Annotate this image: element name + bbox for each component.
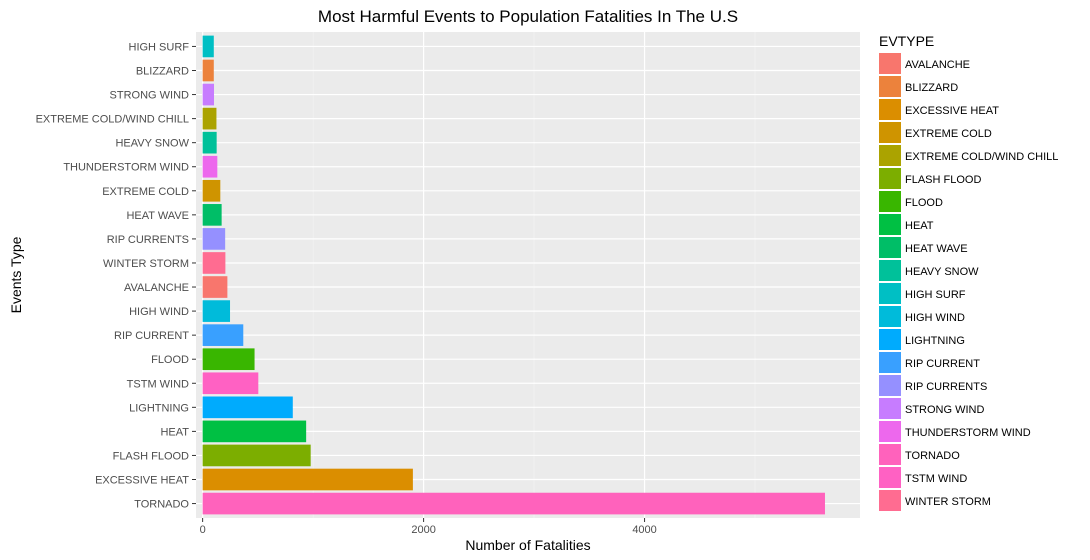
x-tick-label: 0 [200,524,206,536]
x-ticks: 0 2000 4000 [200,518,657,536]
legend-key [879,306,901,327]
bar-high-wind [202,300,231,322]
y-tick-labels: HIGH SURF BLIZZARD STRONG WIND EXTREME COLD… [36,41,196,511]
bar-extreme-cold [202,179,221,202]
legend-key [879,191,901,212]
y-tick-label: WINTER STORM [103,258,189,270]
y-tick-label: TORNADO [134,499,189,511]
chart-title: Most Harmful Events to Population Fatali… [318,7,738,26]
bar-flash-flood [202,444,311,467]
y-tick-label: FLOOD [151,354,189,366]
legend: AVALANCHE BLIZZARD EXCESSIVE HEAT EXTREME C… [879,53,1058,511]
y-tick-label: FLASH FLOOD [113,450,189,462]
legend-label: RIP CURRENT [905,358,980,370]
legend-label: LIGHTNING [905,335,965,347]
bar-lightning [202,396,293,419]
legend-label: FLOOD [905,197,943,209]
bar-blizzard [202,59,214,82]
bar-tornado [202,492,825,515]
y-tick-label: EXTREME COLD/WIND CHILL [36,114,189,126]
bar-heat-wave [202,204,222,226]
legend-key [879,352,901,373]
y-tick-label: TSTM WIND [127,378,189,390]
y-tick-label: THUNDERSTORM WIND [63,162,189,174]
legend-label: FLASH FLOOD [905,174,981,186]
bar-excessive-heat [202,468,413,491]
bar-heavy-snow [202,131,217,154]
bar-flood [202,348,255,371]
y-tick-label: RIP CURRENTS [107,234,189,246]
legend-label: AVALANCHE [905,59,970,71]
y-tick-label: HEAT [160,426,189,438]
y-tick-label: STRONG WIND [110,90,189,102]
legend-key [879,76,901,97]
y-tick-label: HEAVY SNOW [115,138,189,150]
y-tick-label: HIGH SURF [129,41,190,53]
legend-key [879,444,901,465]
legend-label: HIGH SURF [905,289,966,301]
bar-rip-current [202,324,244,346]
bar-tstm-wind [202,372,259,395]
legend-label: HIGH WIND [905,312,965,324]
y-tick-label: EXTREME COLD [102,186,189,198]
legend-label: STRONG WIND [905,404,984,416]
bar-avalanche [202,276,228,298]
legend-label: HEAVY SNOW [905,266,979,278]
bar-thunderstorm-wind [202,155,218,178]
legend-key [879,421,901,442]
legend-key [879,260,901,281]
legend-label: THUNDERSTORM WIND [905,427,1031,439]
legend-key [879,398,901,419]
legend-label: TORNADO [905,450,960,462]
bar-extreme-cold-wind-chill [202,107,217,130]
legend-key [879,490,901,511]
legend-label: EXTREME COLD/WIND CHILL [905,151,1058,163]
legend-label: HEAT [905,220,934,232]
y-axis-label: Events Type [8,236,24,313]
y-tick-label: HIGH WIND [129,306,189,318]
bar-high-surf [202,35,214,58]
legend-key [879,122,901,143]
legend-key [879,375,901,396]
y-tick-label: EXCESSIVE HEAT [95,475,189,487]
bar-heat [202,420,307,443]
legend-key [879,214,901,235]
legend-key [879,467,901,488]
legend-label: RIP CURRENTS [905,381,987,393]
bar-strong-wind [202,83,215,106]
bar-rip-currents [202,228,226,250]
legend-key [879,168,901,189]
y-tick-label: RIP CURRENT [114,330,189,342]
bar-winter-storm [202,252,226,274]
plot-panel [196,32,860,518]
legend-title: EVTYPE [879,33,934,49]
y-tick-label: LIGHTNING [129,402,189,414]
legend-key [879,329,901,350]
legend-key [879,99,901,120]
legend-key [879,237,901,258]
x-tick-label: 4000 [632,524,656,536]
legend-key [879,53,901,74]
legend-label: WINTER STORM [905,496,991,508]
legend-label: BLIZZARD [905,82,958,94]
legend-label: EXTREME COLD [905,128,992,140]
legend-key [879,283,901,304]
x-tick-label: 2000 [411,524,435,536]
legend-label: TSTM WIND [905,473,967,485]
y-tick-label: BLIZZARD [136,65,189,77]
legend-label: HEAT WAVE [905,243,968,255]
legend-key [879,145,901,166]
y-tick-label: AVALANCHE [124,282,189,294]
x-axis-label: Number of Fatalities [465,537,590,553]
bars-group [202,35,825,515]
legend-label: EXCESSIVE HEAT [905,105,999,117]
y-tick-label: HEAT WAVE [126,210,189,222]
